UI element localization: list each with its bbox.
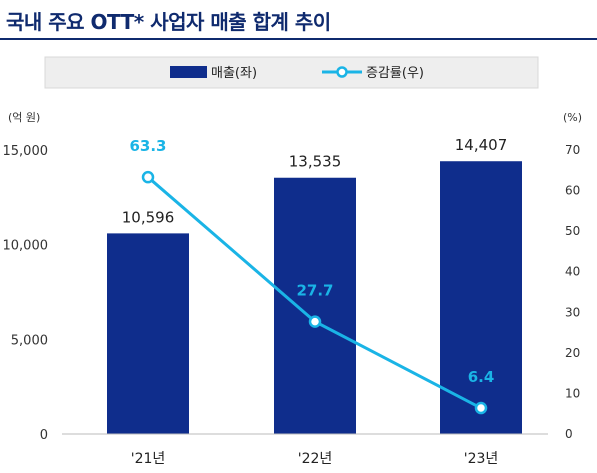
right-axis-tick-label: 70 bbox=[565, 143, 580, 157]
legend-bar-label: 매출(좌) bbox=[211, 66, 257, 81]
line-value-label: 6.4 bbox=[468, 368, 495, 386]
x-axis-tick-label: '23년 bbox=[464, 451, 499, 467]
right-axis-tick-label: 10 bbox=[565, 386, 580, 400]
title-bar: 국내 주요 OTT* 사업자 매출 합계 추이 bbox=[0, 0, 597, 42]
bar-revenue bbox=[440, 161, 522, 434]
right-axis-unit: (%) bbox=[563, 111, 582, 124]
right-axis-tick-label: 40 bbox=[565, 265, 580, 279]
legend-bar-swatch bbox=[170, 66, 207, 78]
right-axis-tick-label: 0 bbox=[565, 427, 573, 441]
right-axis-tick-label: 60 bbox=[565, 184, 580, 198]
line-value-label: 27.7 bbox=[296, 282, 333, 300]
bar-revenue bbox=[107, 233, 189, 434]
title-underline bbox=[0, 38, 597, 40]
line-point-marker bbox=[141, 170, 155, 184]
bar-value-label: 13,535 bbox=[289, 153, 342, 171]
left-axis-tick-label: 5,000 bbox=[11, 333, 48, 348]
x-axis-tick-label: '22년 bbox=[298, 451, 333, 467]
bar-value-label: 10,596 bbox=[122, 208, 175, 226]
x-axis-tick-label: '21년 bbox=[131, 451, 166, 467]
line-point-marker bbox=[308, 315, 322, 328]
right-axis-tick-label: 20 bbox=[565, 346, 580, 360]
legend-line-label: 증감률(우) bbox=[366, 66, 424, 81]
right-axis-tick-label: 30 bbox=[565, 305, 580, 319]
line-value-label: 63.3 bbox=[129, 137, 166, 155]
left-axis-tick-label: 10,000 bbox=[3, 239, 49, 254]
left-axis-unit: (억 원) bbox=[8, 111, 40, 124]
bar-revenue bbox=[274, 177, 356, 434]
legend-box bbox=[44, 56, 539, 89]
bar-value-label: 14,407 bbox=[455, 136, 508, 154]
right-axis-tick-label: 50 bbox=[565, 224, 580, 238]
page-title: 국내 주요 OTT* 사업자 매출 합계 추이 bbox=[6, 10, 331, 34]
line-point-marker bbox=[474, 401, 488, 415]
left-axis-tick-label: 0 bbox=[40, 428, 48, 443]
left-axis-tick-label: 15,000 bbox=[3, 144, 49, 159]
legend-line-marker bbox=[336, 66, 348, 78]
